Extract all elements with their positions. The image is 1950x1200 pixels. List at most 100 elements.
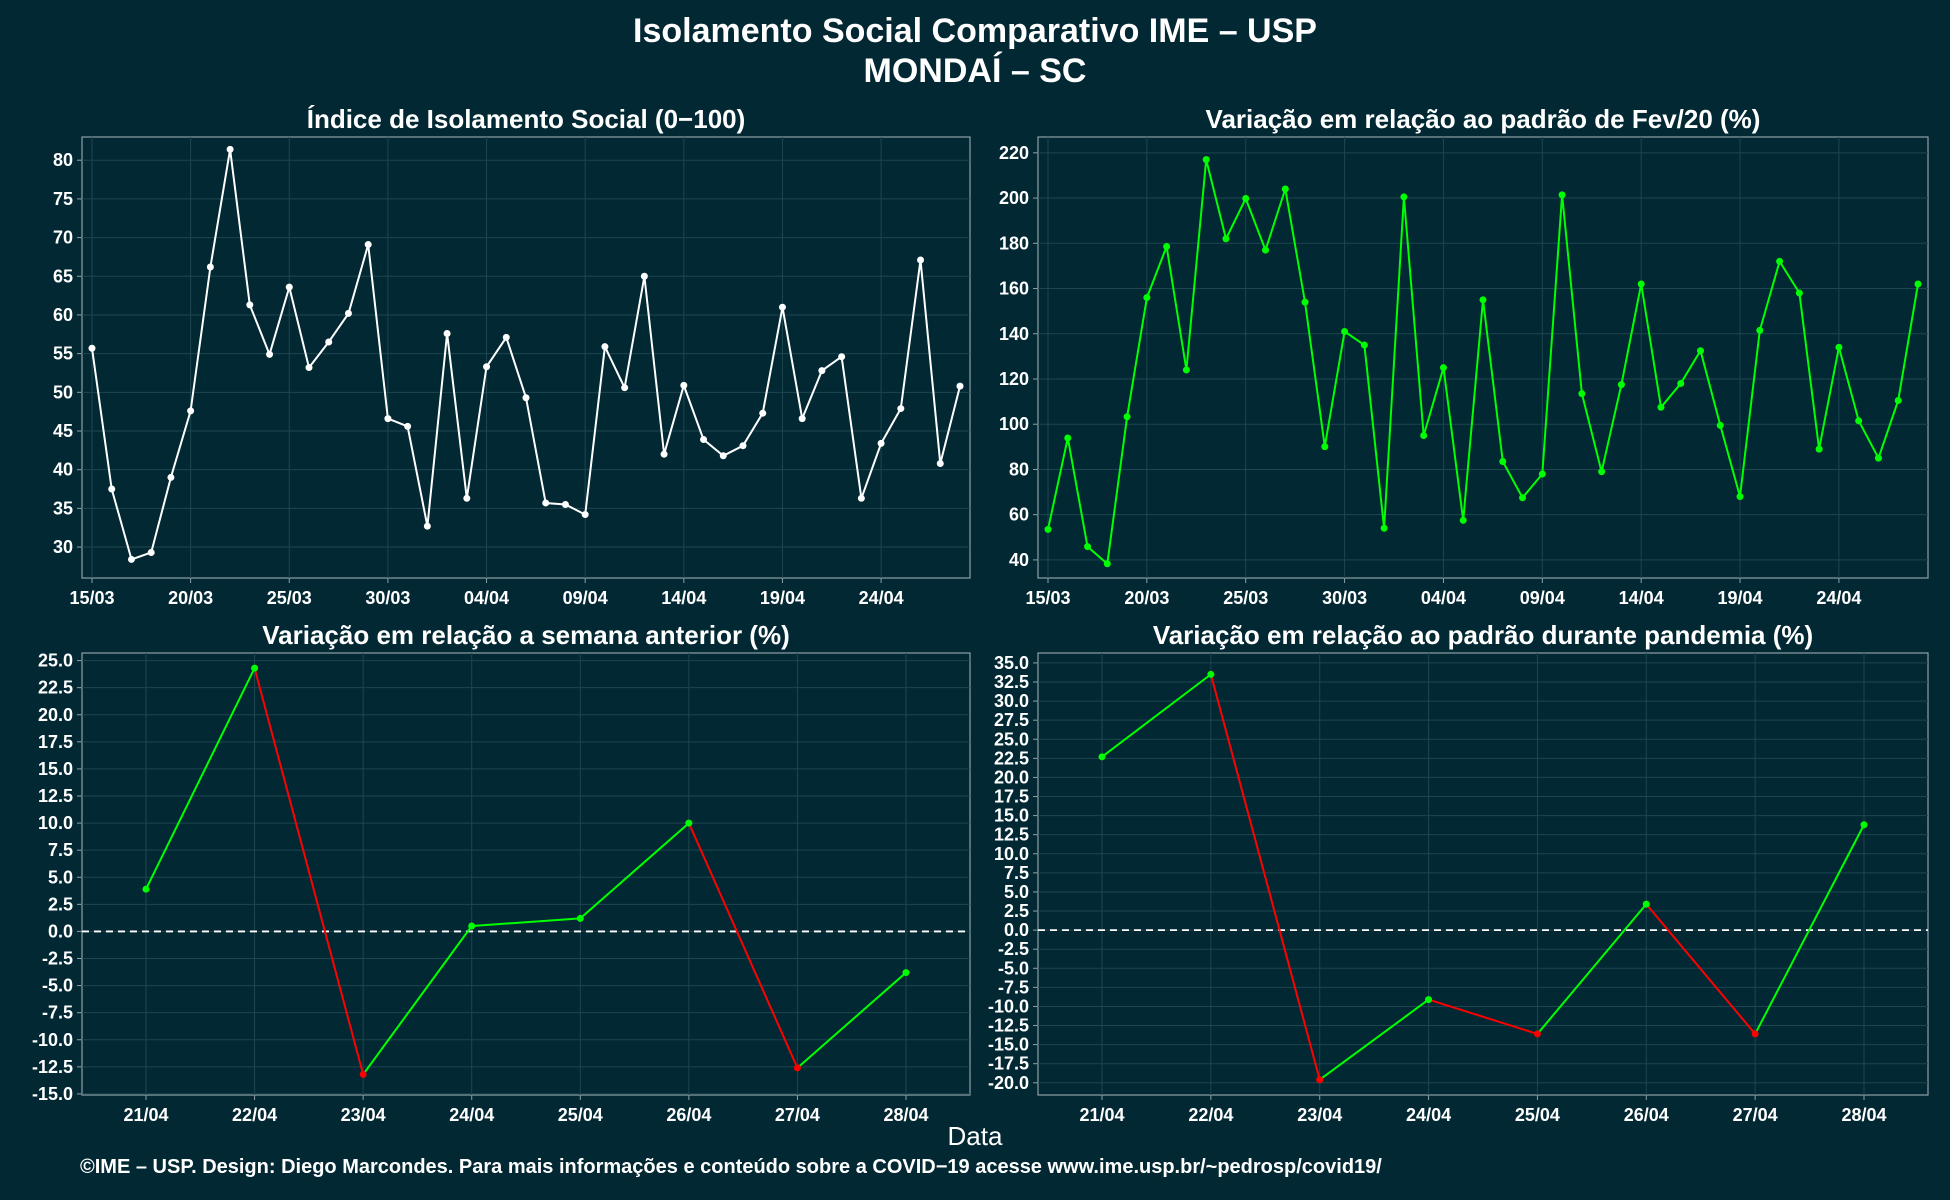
data-point xyxy=(1533,1030,1541,1038)
data-point xyxy=(561,501,569,508)
panel-3: Variação em relação a semana anterior (%… xyxy=(32,620,971,1125)
data-point xyxy=(1835,343,1843,351)
y-tick-label: 2.5 xyxy=(1004,901,1029,921)
data-point xyxy=(1222,235,1230,243)
data-point xyxy=(1642,900,1650,908)
series-segment xyxy=(687,822,799,1069)
data-point xyxy=(226,145,234,153)
data-point xyxy=(167,473,175,481)
x-tick-label: 27/04 xyxy=(1733,1105,1778,1125)
x-tick-label: 24/04 xyxy=(449,1105,494,1125)
x-tick-label: 15/03 xyxy=(69,588,114,608)
y-tick-label: -15.0 xyxy=(32,1084,73,1104)
x-tick-label: 30/03 xyxy=(1322,588,1367,608)
data-point xyxy=(818,367,826,375)
y-tick-label: -2.5 xyxy=(998,939,1029,959)
data-point xyxy=(1697,347,1704,355)
series-segment xyxy=(1428,998,1538,1035)
data-point xyxy=(305,364,313,372)
panel-2: Variação em relação ao padrão de Fev/20 … xyxy=(999,104,1929,608)
x-tick-label: 19/04 xyxy=(1718,588,1763,608)
data-point xyxy=(1578,390,1586,398)
x-tick-label: 25/04 xyxy=(1515,1105,1560,1125)
data-point xyxy=(1439,364,1447,372)
data-point xyxy=(838,353,846,361)
data-point xyxy=(1301,298,1309,306)
data-point xyxy=(685,819,693,827)
data-point xyxy=(936,459,944,467)
data-point xyxy=(902,969,910,977)
x-tick-label: 24/04 xyxy=(1816,588,1861,608)
y-tick-label: 60 xyxy=(53,305,73,325)
y-tick-label: 30.0 xyxy=(994,691,1029,711)
panel-title: Variação em relação ao padrão de Fev/20 … xyxy=(1206,104,1761,134)
data-point xyxy=(206,263,214,271)
y-tick-label: 100 xyxy=(999,414,1029,434)
data-point xyxy=(581,511,589,519)
data-point xyxy=(1242,195,1250,203)
x-tick-label: 24/04 xyxy=(1406,1105,1451,1125)
data-point xyxy=(1425,996,1433,1004)
y-tick-label: 22.5 xyxy=(38,678,73,698)
series-segment xyxy=(362,925,473,1076)
y-tick-label: 140 xyxy=(999,324,1029,344)
data-point xyxy=(443,330,451,338)
y-tick-label: -15.0 xyxy=(988,1035,1029,1055)
y-tick-label: 2.5 xyxy=(48,894,73,914)
data-point xyxy=(468,922,476,930)
panel-title: Variação em relação ao padrão durante pa… xyxy=(1153,620,1813,650)
data-point xyxy=(142,885,150,893)
data-point xyxy=(285,283,293,291)
x-tick-label: 26/04 xyxy=(666,1105,711,1125)
panel-title: Variação em relação a semana anterior (%… xyxy=(262,620,790,650)
x-tick-label: 20/03 xyxy=(1124,588,1169,608)
x-tick-label: 14/04 xyxy=(661,588,706,608)
series-segment xyxy=(145,667,256,890)
y-tick-label: 75 xyxy=(53,189,73,209)
data-point xyxy=(344,309,352,317)
data-point xyxy=(1756,326,1764,334)
data-point xyxy=(917,256,925,264)
panel-frame xyxy=(81,136,971,579)
data-point xyxy=(1894,396,1902,404)
y-tick-label: 160 xyxy=(999,279,1029,299)
y-tick-label: 27.5 xyxy=(994,710,1029,730)
data-point xyxy=(793,1064,801,1072)
data-point xyxy=(251,664,259,672)
data-point xyxy=(1321,443,1329,451)
y-tick-label: -2.5 xyxy=(42,949,73,969)
x-tick-label: 09/04 xyxy=(563,588,608,608)
data-point xyxy=(680,381,688,389)
data-point xyxy=(897,405,905,413)
data-point xyxy=(1598,468,1606,476)
series-segment xyxy=(1645,903,1756,1035)
footer-credits: ©IME – USP. Design: Diego Marcondes. Par… xyxy=(80,1156,1382,1178)
y-tick-label: 50 xyxy=(53,382,73,402)
data-point xyxy=(423,522,431,530)
y-tick-label: -7.5 xyxy=(998,977,1029,997)
data-point xyxy=(1202,156,1210,164)
y-tick-label: 45 xyxy=(53,421,73,441)
x-tick-label: 21/04 xyxy=(1079,1105,1124,1125)
series-segment xyxy=(471,917,581,927)
y-tick-label: 20.0 xyxy=(38,705,73,725)
data-point xyxy=(700,436,708,444)
x-tick-label: 21/04 xyxy=(123,1105,168,1125)
y-tick-label: 40 xyxy=(1009,550,1029,570)
data-point xyxy=(1182,366,1190,374)
data-point xyxy=(1281,185,1289,193)
data-point xyxy=(187,407,195,415)
data-point xyxy=(1262,246,1269,254)
data-point xyxy=(127,555,135,563)
series-line xyxy=(1047,159,1919,566)
y-tick-label: -7.5 xyxy=(42,1003,73,1023)
series-segment xyxy=(1209,674,1321,1080)
y-tick-label: -12.5 xyxy=(32,1057,73,1077)
data-point xyxy=(1207,670,1215,678)
x-tick-label: 25/03 xyxy=(267,588,312,608)
x-tick-label: 09/04 xyxy=(1520,588,1565,608)
data-point xyxy=(1716,421,1724,429)
data-point xyxy=(1776,257,1784,265)
page-subtitle: MONDAÍ – SC xyxy=(863,52,1087,90)
